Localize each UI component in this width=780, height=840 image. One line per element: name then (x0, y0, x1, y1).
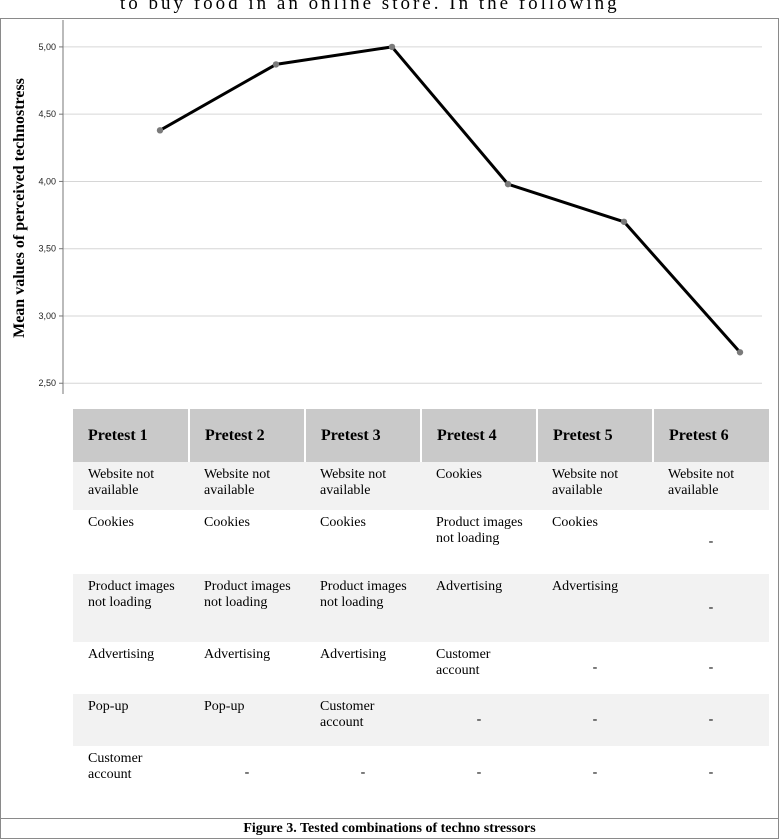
y-tick-label: 4,50 (38, 109, 56, 119)
table-cell: Cookies (537, 510, 653, 574)
line-chart: 5,00 4,50 4,00 3,50 3,00 2,50 (38, 20, 762, 394)
table-cell: - (653, 574, 769, 642)
column-header: Pretest 1 (73, 409, 190, 462)
data-point (272, 61, 280, 68)
y-tick-label: 2,50 (38, 378, 56, 388)
column-header: Pretest 6 (653, 409, 769, 462)
table-cell: - (421, 694, 537, 746)
y-tick-label: 3,00 (38, 311, 56, 321)
stressor-table-wrap: Pretest 1 Pretest 2 Pretest 3 Pretest 4 … (73, 409, 769, 799)
table-cell: Customer account (421, 642, 537, 694)
table-cell: Advertising (189, 642, 305, 694)
table-cell: - (653, 510, 769, 574)
table-cell: Website not available (305, 462, 421, 510)
table-cell: - (537, 642, 653, 694)
data-point (736, 349, 744, 356)
table-header-row: Pretest 1 Pretest 2 Pretest 3 Pretest 4 … (73, 409, 769, 462)
caption-divider (0, 818, 779, 819)
table-row: Website not available Website not availa… (73, 462, 769, 510)
y-tick-label: 3,50 (38, 244, 56, 254)
data-point (156, 127, 164, 134)
table-cell: Website not available (653, 462, 769, 510)
table-cell: Advertising (305, 642, 421, 694)
figure-caption: Figure 3. Tested combinations of techno … (243, 821, 536, 836)
table-row: Advertising Advertising Advertising Cust… (73, 642, 769, 694)
table-cell: Pop-up (73, 694, 189, 746)
table-cell: Pop-up (189, 694, 305, 746)
table-cell: - (653, 746, 769, 799)
table-cell: Website not available (73, 462, 189, 510)
table-cell: Customer account (73, 746, 189, 799)
table-cell: Customer account (305, 694, 421, 746)
table-cell: Product images not loading (421, 510, 537, 574)
figure-frame (0, 18, 779, 839)
table-cell: Advertising (421, 574, 537, 642)
column-header: Pretest 2 (189, 409, 306, 462)
table-row: Pop-up Pop-up Customer account - - - (73, 694, 769, 746)
table-cell: - (189, 746, 305, 799)
table-cell: Product images not loading (73, 574, 189, 642)
column-header: Pretest 4 (421, 409, 538, 462)
body-text-snippet: to buy food in an online store. In the f… (120, 0, 620, 14)
table-cell: Product images not loading (189, 574, 305, 642)
y-axis-ticks: 5,00 4,50 4,00 3,50 3,00 2,50 (38, 42, 63, 388)
y-tick-label: 4,00 (38, 176, 56, 186)
table-cell: Product images not loading (305, 574, 421, 642)
table-cell: Cookies (189, 510, 305, 574)
y-axis-label-box: Mean values of perceived technostress (11, 78, 28, 338)
table-cell: Cookies (421, 462, 537, 510)
table-cell: - (537, 694, 653, 746)
column-header: Pretest 5 (537, 409, 654, 462)
data-point (620, 218, 628, 225)
table-row: Cookies Cookies Cookies Product images n… (73, 510, 769, 574)
table-cell: - (305, 746, 421, 799)
series-markers (156, 43, 744, 356)
table-cell: - (537, 746, 653, 799)
table-cell: - (421, 746, 537, 799)
table-cell: Advertising (73, 642, 189, 694)
table-cell: Advertising (537, 574, 653, 642)
table-cell: Website not available (189, 462, 305, 510)
stressor-table: Pretest 1 Pretest 2 Pretest 3 Pretest 4 … (73, 409, 769, 799)
y-tick-label: 5,00 (38, 42, 56, 52)
series-line (159, 45, 742, 354)
table-cell: - (653, 642, 769, 694)
table-cell: - (653, 694, 769, 746)
data-point (504, 180, 512, 188)
y-axis-label: Mean values of perceived technostress (11, 78, 28, 338)
table-row: Product images not loading Product image… (73, 574, 769, 642)
column-header: Pretest 3 (305, 409, 422, 462)
table-row: Customer account - - - - - (73, 746, 769, 799)
data-point (388, 43, 396, 51)
table-cell: Website not available (537, 462, 653, 510)
table-cell: Cookies (305, 510, 421, 574)
table-cell: Cookies (73, 510, 189, 574)
chart-grid (63, 46, 762, 384)
